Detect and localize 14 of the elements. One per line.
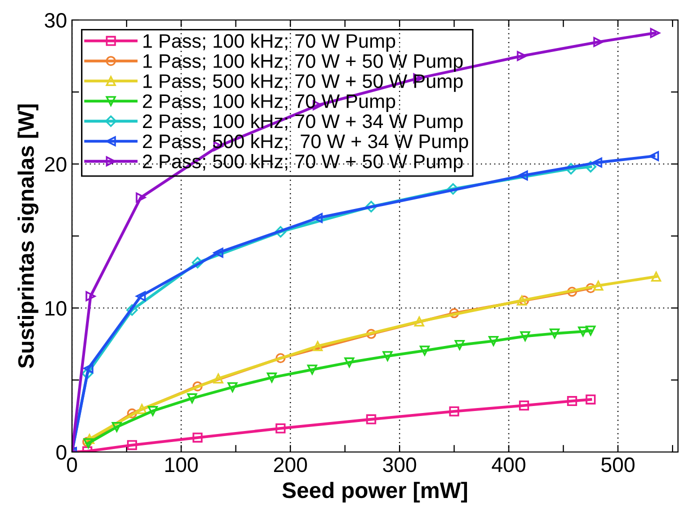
x-axis-title: Seed power [mW] [282,482,467,503]
x-tick-label: 200 [274,457,307,472]
x-tick-label: 100 [165,457,198,472]
y-tick-label: 20 [45,157,66,172]
x-tick-label: 0 [67,457,77,472]
x-tick-label: 500 [601,457,635,472]
y-tick-label: 0 [56,445,66,460]
y-tick-label: 10 [46,301,66,316]
y-tick-label: 30 [44,13,66,28]
legend-label: 1 Pass; 100 kHz; 70 W Pump [143,34,396,52]
y-axis-title: Sustiprintas signalas [W] [18,104,38,368]
legend-label: 1 Pass; 100 kHz; 70 W + 50 W Pump [143,54,463,72]
x-tick-label: 300 [382,457,416,472]
x-tick-label: 400 [492,457,526,472]
